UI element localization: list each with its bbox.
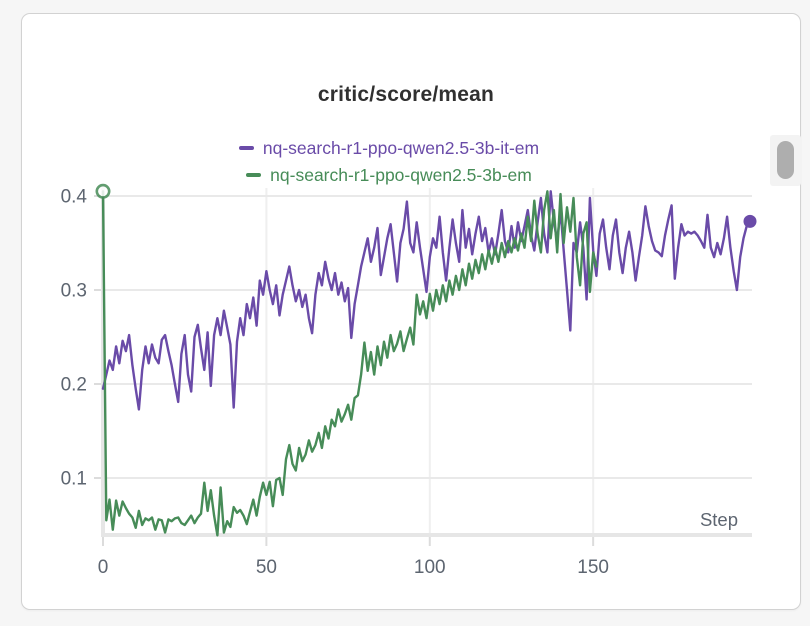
chart-panel[interactable]: critic/score/mean nq-search-r1-ppo-qwen2…	[21, 13, 801, 610]
panel-scrollbar-track[interactable]	[770, 135, 801, 186]
y-tick-label: 0.3	[61, 281, 87, 302]
series-start-marker-2[interactable]	[95, 183, 111, 199]
x-axis-title: Step	[700, 509, 738, 530]
series-end-marker-1[interactable]	[743, 214, 757, 228]
legend-item-run-1[interactable]: nq-search-r1-ppo-qwen2.5-3b-it-em	[238, 135, 540, 161]
x-tick-label: 0	[98, 557, 109, 578]
legend-item-run-2[interactable]: nq-search-r1-ppo-qwen2.5-3b-em	[246, 162, 532, 188]
x-tick-label: 50	[256, 557, 277, 578]
legend-line-swatch-purple	[238, 146, 254, 150]
y-tick-label: 0.4	[61, 187, 88, 208]
series-line-1[interactable]	[101, 190, 752, 411]
legend-label-run-2: nq-search-r1-ppo-qwen2.5-3b-em	[270, 165, 532, 185]
x-tick-label: 100	[414, 557, 446, 578]
legend-line-swatch-green	[246, 173, 262, 177]
panel-scrollbar-thumb[interactable]	[777, 141, 794, 179]
y-tick-label: 0.2	[61, 375, 87, 396]
chart-title: critic/score/mean	[317, 83, 495, 106]
y-axis-line	[101, 186, 105, 537]
legend-label-run-1: nq-search-r1-ppo-qwen2.5-3b-it-em	[262, 138, 540, 158]
y-tick-label: 0.1	[61, 469, 87, 490]
series-line-2[interactable]	[101, 190, 598, 537]
x-tick-label: 150	[577, 557, 609, 578]
chart-legend: nq-search-r1-ppo-qwen2.5-3b-it-em nq-sea…	[22, 135, 756, 188]
x-axis-line	[103, 533, 752, 537]
